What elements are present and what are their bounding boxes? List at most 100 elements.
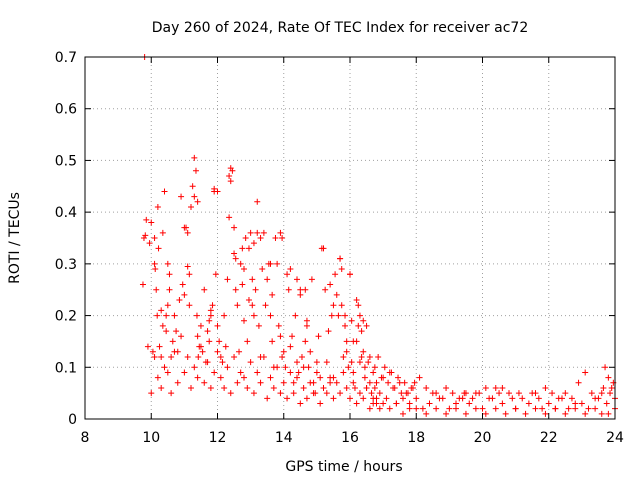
data-point bbox=[227, 390, 234, 397]
data-point bbox=[519, 395, 526, 402]
data-point bbox=[416, 374, 423, 381]
data-point bbox=[549, 390, 556, 397]
data-point bbox=[333, 379, 340, 386]
data-point bbox=[423, 410, 430, 417]
data-point bbox=[254, 198, 261, 205]
data-point bbox=[191, 193, 198, 200]
data-point bbox=[360, 317, 367, 324]
data-point bbox=[337, 390, 344, 397]
data-point bbox=[239, 281, 246, 288]
data-point bbox=[330, 302, 337, 309]
data-point bbox=[217, 374, 224, 381]
data-point bbox=[254, 229, 261, 236]
data-point bbox=[605, 374, 612, 381]
data-point bbox=[241, 266, 247, 273]
data-point bbox=[476, 390, 483, 397]
data-point bbox=[143, 216, 150, 223]
data-point bbox=[555, 395, 562, 402]
data-point bbox=[310, 390, 317, 397]
data-point bbox=[366, 353, 373, 360]
data-point bbox=[305, 364, 312, 371]
data-point bbox=[279, 235, 286, 241]
data-point bbox=[161, 188, 168, 195]
data-point bbox=[226, 172, 233, 179]
chart-title: Day 260 of 2024, Rate Of TEC Index for r… bbox=[152, 20, 528, 36]
data-point bbox=[433, 405, 440, 412]
data-point bbox=[214, 322, 221, 329]
data-point bbox=[163, 328, 170, 335]
data-point bbox=[176, 297, 183, 304]
data-point bbox=[294, 359, 300, 366]
data-point bbox=[479, 405, 486, 412]
data-point bbox=[279, 353, 286, 360]
data-point bbox=[267, 260, 274, 267]
data-point bbox=[449, 390, 456, 397]
data-point bbox=[297, 400, 304, 407]
x-tick-label: 16 bbox=[341, 430, 359, 446]
data-point bbox=[568, 395, 575, 402]
data-point bbox=[194, 374, 201, 381]
data-point bbox=[393, 400, 400, 407]
data-point bbox=[347, 271, 353, 278]
data-point bbox=[280, 379, 287, 386]
data-point bbox=[229, 167, 236, 174]
data-point bbox=[277, 333, 284, 340]
data-point bbox=[195, 353, 202, 360]
data-point bbox=[204, 359, 211, 366]
data-point bbox=[395, 374, 402, 381]
data-point bbox=[320, 245, 327, 252]
y-tick-label: 0.6 bbox=[55, 102, 77, 118]
data-point bbox=[158, 307, 165, 314]
data-point bbox=[525, 400, 532, 407]
data-point bbox=[179, 281, 186, 288]
data-point bbox=[211, 369, 218, 376]
data-point bbox=[260, 229, 267, 236]
data-point bbox=[242, 235, 249, 241]
data-point bbox=[302, 338, 309, 345]
data-point bbox=[322, 286, 329, 293]
data-point bbox=[340, 353, 347, 360]
data-point bbox=[496, 390, 503, 397]
data-point bbox=[323, 359, 330, 366]
data-point bbox=[411, 379, 418, 386]
data-point bbox=[413, 395, 420, 402]
data-point bbox=[365, 359, 372, 366]
x-tick-label: 8 bbox=[81, 430, 90, 446]
data-point bbox=[355, 322, 362, 329]
data-point bbox=[231, 250, 238, 257]
data-point bbox=[388, 369, 395, 376]
data-point bbox=[186, 302, 193, 309]
data-point bbox=[280, 348, 287, 355]
data-point bbox=[356, 312, 363, 319]
data-point bbox=[189, 183, 196, 190]
data-point bbox=[290, 390, 297, 397]
data-point bbox=[209, 302, 216, 309]
data-point bbox=[171, 348, 178, 355]
data-point bbox=[148, 390, 155, 397]
data-point bbox=[509, 395, 516, 402]
data-point bbox=[214, 348, 221, 355]
data-point bbox=[245, 297, 252, 304]
data-point bbox=[408, 384, 415, 391]
data-point bbox=[252, 286, 259, 293]
data-point bbox=[168, 353, 175, 360]
data-point bbox=[317, 374, 324, 381]
data-point bbox=[227, 178, 234, 185]
data-point bbox=[335, 312, 342, 319]
data-point bbox=[535, 395, 542, 402]
data-point bbox=[222, 343, 229, 350]
data-point bbox=[585, 405, 592, 412]
data-point bbox=[376, 405, 383, 412]
data-point bbox=[181, 369, 188, 376]
data-point bbox=[356, 390, 363, 397]
data-point bbox=[539, 405, 546, 412]
data-point bbox=[245, 245, 252, 252]
data-point bbox=[294, 374, 300, 381]
data-point bbox=[193, 312, 200, 319]
data-point bbox=[297, 291, 304, 298]
data-point bbox=[247, 229, 254, 236]
data-point bbox=[343, 348, 350, 355]
data-point bbox=[259, 266, 266, 273]
data-point bbox=[144, 343, 151, 350]
data-point bbox=[287, 343, 294, 350]
